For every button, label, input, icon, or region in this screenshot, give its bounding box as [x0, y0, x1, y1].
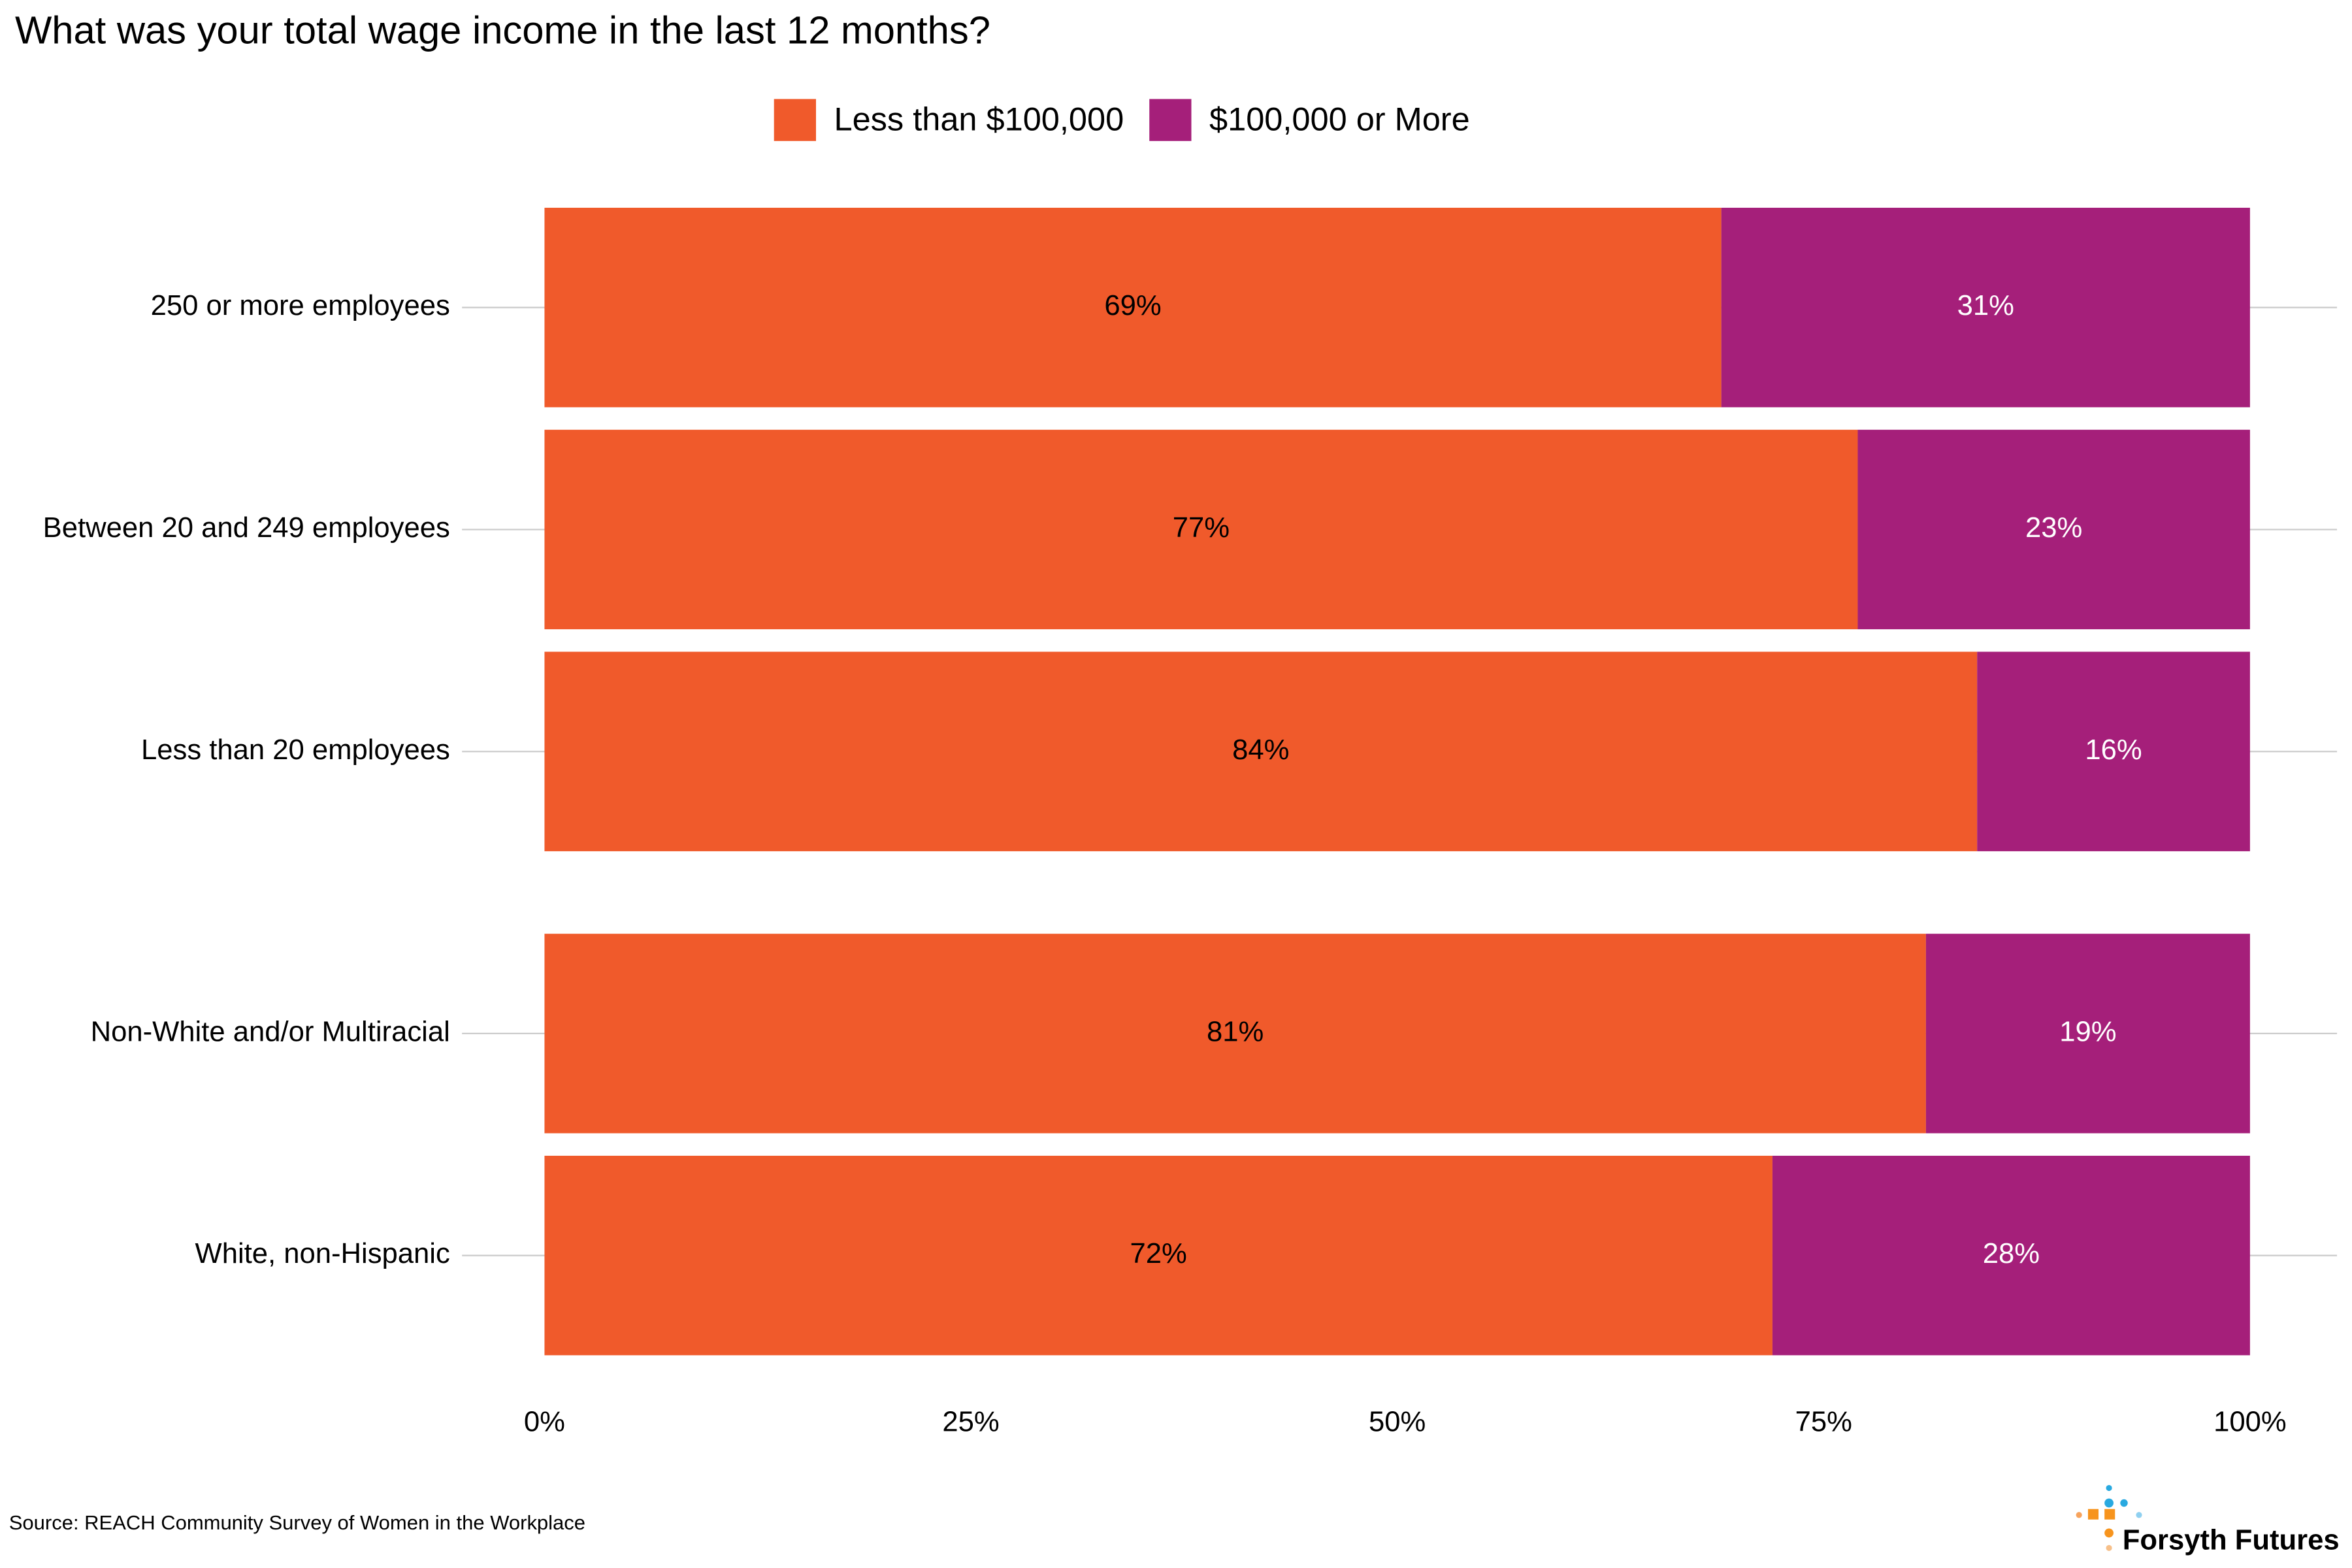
y-tick-label: Between 20 and 249 employees	[43, 512, 450, 544]
bar-segment	[544, 934, 1926, 1134]
bar-segment	[1857, 429, 2250, 630]
data-label: 84%	[1232, 734, 1289, 766]
x-tick-label: 50%	[1369, 1406, 1426, 1437]
data-label: 81%	[1207, 1016, 1264, 1047]
legend-swatch	[1149, 99, 1192, 141]
bar-segment	[1772, 1156, 2250, 1356]
x-tick-label: 100%	[2213, 1406, 2287, 1437]
data-label: 72%	[1130, 1238, 1187, 1269]
bar-segment	[544, 651, 1978, 851]
y-tick-label: 250 or more employees	[151, 290, 450, 321]
y-tick-label: White, non-Hispanic	[195, 1238, 450, 1269]
brand-name: Forsyth Futures	[2123, 1525, 2340, 1556]
data-label: 16%	[2085, 734, 2142, 766]
bar-segment	[544, 1156, 1772, 1356]
data-label: 23%	[2025, 512, 2082, 544]
x-tick-label: 75%	[1795, 1406, 1852, 1437]
source-note: Source: REACH Community Survey of Women …	[9, 1511, 585, 1534]
bar-segment	[1977, 651, 2250, 851]
bar-segment	[544, 207, 1722, 408]
legend-label: $100,000 or More	[1209, 100, 1470, 137]
x-tick-label: 0%	[524, 1406, 565, 1437]
x-tick-label: 25%	[942, 1406, 999, 1437]
data-label: 77%	[1173, 512, 1230, 544]
bar-segment	[1925, 934, 2250, 1134]
data-label: 28%	[1983, 1238, 2040, 1269]
bar-segment	[1721, 207, 2250, 408]
data-label: 69%	[1104, 290, 1161, 321]
data-label: 19%	[2059, 1016, 2116, 1047]
data-label: 31%	[1957, 290, 2014, 321]
y-tick-label: Non-White and/or Multiracial	[91, 1016, 450, 1047]
bar-segment	[544, 429, 1858, 630]
brand-logo	[2076, 1484, 2142, 1551]
legend-swatch	[774, 99, 816, 141]
y-tick-label: Less than 20 employees	[141, 734, 450, 766]
legend-label: Less than $100,000	[834, 100, 1124, 137]
chart-title: What was your total wage income in the l…	[15, 8, 990, 52]
